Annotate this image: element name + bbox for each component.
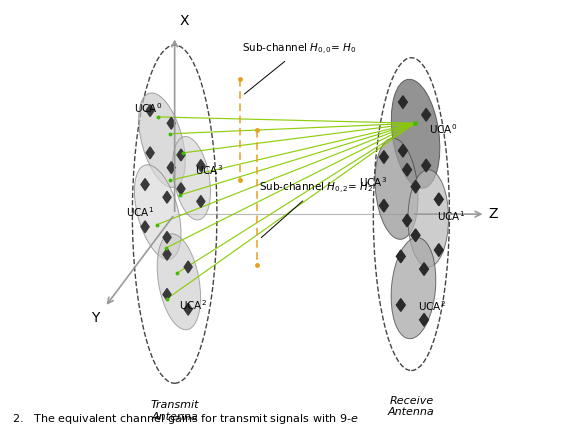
Polygon shape [141,178,149,190]
Polygon shape [398,144,407,157]
Polygon shape [146,104,154,117]
Text: UCA$^3$: UCA$^3$ [195,163,223,177]
Text: Z: Z [489,207,498,221]
Polygon shape [434,244,443,256]
Polygon shape [197,196,205,207]
Text: UCA$^0$: UCA$^0$ [429,123,457,136]
Polygon shape [396,299,406,311]
Text: Receive
Antenna: Receive Antenna [388,396,435,418]
Polygon shape [380,151,389,163]
Polygon shape [177,183,185,195]
Text: 2.   The equivalent channel gains for transmit signals with 9-$e$: 2. The equivalent channel gains for tran… [12,412,359,426]
Ellipse shape [375,138,418,240]
Polygon shape [163,249,171,260]
Polygon shape [422,108,431,121]
Text: Y: Y [91,311,100,326]
Text: UCA$^0$: UCA$^0$ [134,101,163,115]
Polygon shape [163,231,171,243]
Polygon shape [411,180,420,193]
Polygon shape [184,261,192,273]
Polygon shape [398,96,407,108]
Polygon shape [167,117,175,129]
Polygon shape [177,149,185,161]
Polygon shape [420,263,428,276]
Polygon shape [434,193,443,206]
Ellipse shape [391,237,436,339]
Text: UCA$^1$: UCA$^1$ [126,205,154,219]
Text: Transmit
Antenna: Transmit Antenna [151,400,199,422]
Text: UCA$^2$: UCA$^2$ [179,298,207,312]
Text: Sub-channel $H_{0,2}$= $H_2$: Sub-channel $H_{0,2}$= $H_2$ [259,181,374,238]
Ellipse shape [157,234,200,330]
Text: UCA$^1$: UCA$^1$ [437,209,465,223]
Polygon shape [396,250,406,263]
Polygon shape [163,289,171,301]
Polygon shape [184,303,192,315]
Polygon shape [380,200,389,212]
Ellipse shape [391,79,440,188]
Polygon shape [197,160,205,172]
Polygon shape [141,221,149,233]
Ellipse shape [173,136,210,220]
Polygon shape [146,147,154,159]
Polygon shape [403,163,411,176]
Text: UCA$^3$: UCA$^3$ [359,175,387,189]
Polygon shape [163,191,171,203]
Text: UCA$^2$: UCA$^2$ [418,299,445,313]
Ellipse shape [139,93,185,187]
Ellipse shape [408,170,448,267]
Polygon shape [422,159,431,172]
Polygon shape [167,162,175,174]
Text: Sub-channel $H_{0,0}$= $H_0$: Sub-channel $H_{0,0}$= $H_0$ [242,42,357,94]
Polygon shape [411,229,420,242]
Ellipse shape [134,165,181,259]
Polygon shape [403,214,411,227]
Polygon shape [420,313,428,326]
Text: X: X [180,14,189,28]
